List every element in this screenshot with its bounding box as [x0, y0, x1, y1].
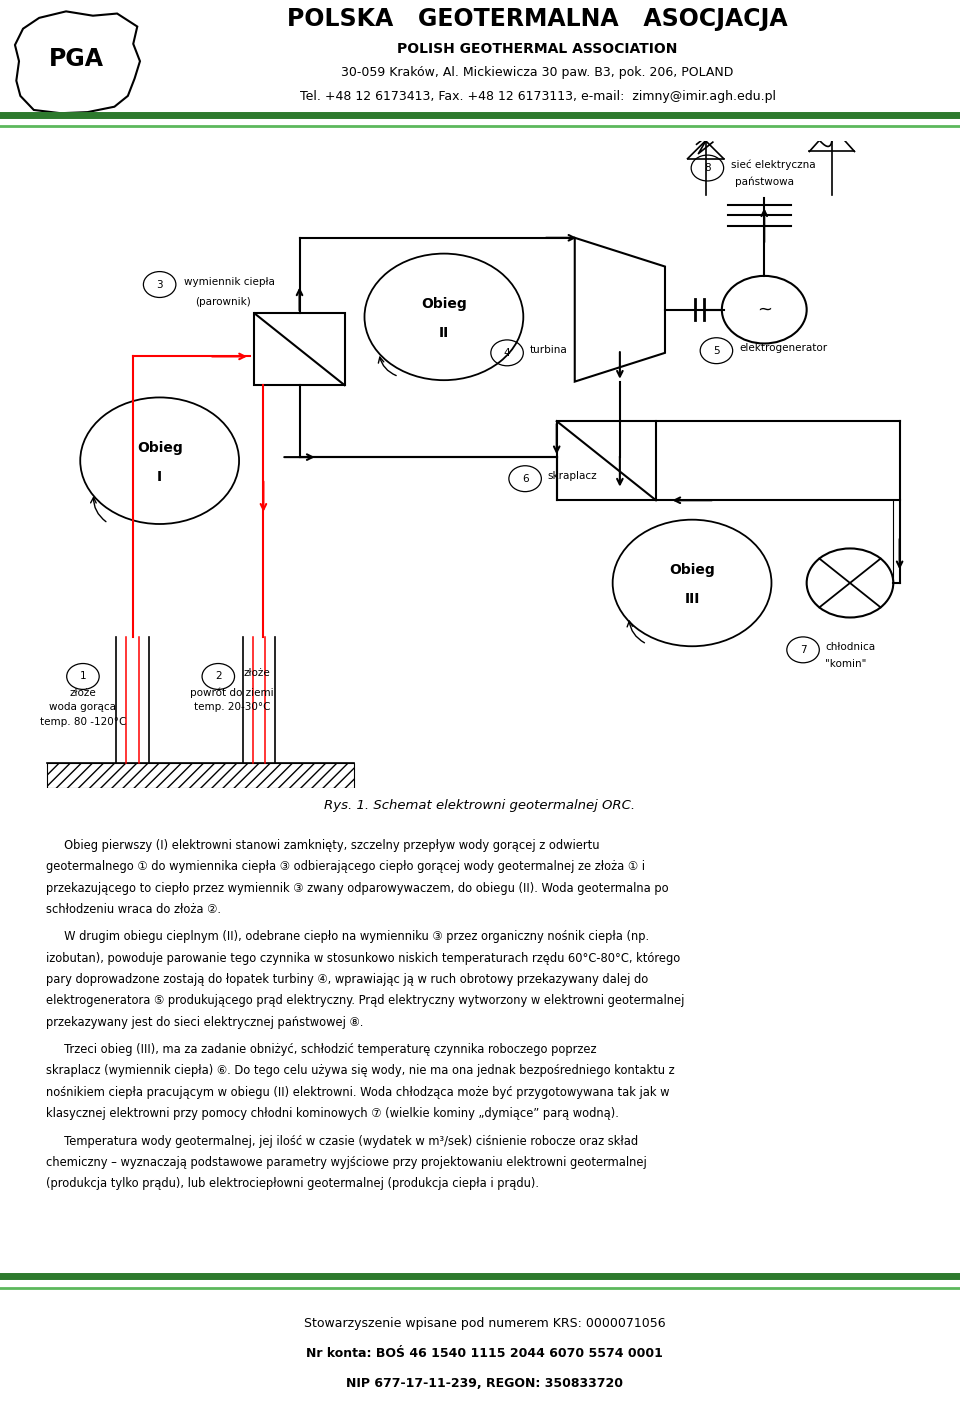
- Text: sieć elektryczna: sieć elektryczna: [731, 159, 815, 170]
- Text: 6: 6: [522, 474, 528, 484]
- Text: 2: 2: [215, 671, 222, 681]
- Text: elektrogenerator: elektrogenerator: [739, 343, 828, 353]
- Text: NIP 677-17-11-239, REGON: 350833720: NIP 677-17-11-239, REGON: 350833720: [347, 1377, 623, 1390]
- Text: 30-059 Kraków, Al. Mickiewicza 30 paw. B3, pok. 206, POLAND: 30-059 Kraków, Al. Mickiewicza 30 paw. B…: [342, 66, 733, 79]
- Bar: [254, 314, 345, 386]
- Text: temp. 80 -120°C: temp. 80 -120°C: [39, 716, 126, 726]
- Text: klasycznej elektrowni przy pomocy chłodni kominowych ⑦ (wielkie kominy „dymiące”: klasycznej elektrowni przy pomocy chłodn…: [46, 1107, 619, 1120]
- Text: Trzeci obieg (III), ma za zadanie obniżyć, schłodzić temperaturę czynnika robocz: Trzeci obieg (III), ma za zadanie obniży…: [46, 1043, 596, 1057]
- Text: Obieg pierwszy (I) elektrowni stanowi zamknięty, szczelny przepływ wody gorącej : Obieg pierwszy (I) elektrowni stanowi za…: [46, 839, 600, 853]
- Text: turbina: turbina: [530, 345, 567, 355]
- Text: "komin": "komin": [825, 658, 866, 670]
- Text: wymiennik ciepła: wymiennik ciepła: [184, 277, 275, 287]
- Text: III: III: [684, 592, 700, 606]
- Text: chłodnica: chłodnica: [826, 642, 876, 651]
- Text: schłodzeniu wraca do złoża ②.: schłodzeniu wraca do złoża ②.: [46, 903, 221, 916]
- Text: temp. 20-30°C: temp. 20-30°C: [194, 702, 270, 712]
- Text: przekazującego to ciepło przez wymiennik ③ zwany odparowywaczem, do obiegu (II).: przekazującego to ciepło przez wymiennik…: [46, 882, 669, 895]
- Text: 1: 1: [80, 671, 86, 681]
- Text: elektrogeneratora ⑤ produkującego prąd elektryczny. Prąd elektryczny wytworzony : elektrogeneratora ⑤ produkującego prąd e…: [46, 995, 684, 1007]
- Text: Nr konta: BOŚ 46 1540 1115 2044 6070 5574 0001: Nr konta: BOŚ 46 1540 1115 2044 6070 557…: [306, 1346, 663, 1361]
- Text: 8: 8: [704, 163, 710, 173]
- Text: PGA: PGA: [49, 46, 105, 70]
- Text: państwowa: państwowa: [734, 177, 794, 187]
- Text: skraplacz (wymiennik ciepła) ⑥. Do tego celu używa się wody, nie ma ona jednak b: skraplacz (wymiennik ciepła) ⑥. Do tego …: [46, 1065, 675, 1078]
- Text: ~: ~: [756, 301, 772, 319]
- Text: W drugim obiegu cieplnym (II), odebrane ciepło na wymienniku ③ przez organiczny : W drugim obiegu cieplnym (II), odebrane …: [46, 930, 649, 944]
- Text: nośnikiem ciepła pracującym w obiegu (II) elektrowni. Woda chłodząca może być pr: nośnikiem ciepła pracującym w obiegu (II…: [46, 1086, 669, 1099]
- Text: przekazywany jest do sieci elektrycznej państwowej ⑧.: przekazywany jest do sieci elektrycznej …: [46, 1016, 364, 1029]
- Text: (parownik): (parownik): [195, 297, 251, 307]
- Text: (produkcja tylko prądu), lub elektrociepłowni geotermalnej (produkcja ciepła i p: (produkcja tylko prądu), lub elektrociep…: [46, 1178, 540, 1190]
- Bar: [557, 421, 656, 501]
- Text: złoże: złoże: [244, 668, 271, 678]
- Text: 7: 7: [800, 644, 806, 654]
- Text: pary doprowadzone zostają do łopatek turbiny ④, wprawiając ją w ruch obrotowy pr: pary doprowadzone zostają do łopatek tur…: [46, 974, 648, 986]
- Text: Obieg: Obieg: [136, 440, 182, 454]
- Text: geotermalnego ① do wymiennika ciepła ③ odbierającego ciepło gorącej wody geoterm: geotermalnego ① do wymiennika ciepła ③ o…: [46, 860, 645, 874]
- Text: 5: 5: [713, 346, 720, 356]
- Text: Tel. +48 12 6173413, Fax. +48 12 6173113, e-mail:  zimny@imir.agh.edu.pl: Tel. +48 12 6173413, Fax. +48 12 6173113…: [300, 90, 776, 103]
- Text: 3: 3: [156, 280, 163, 290]
- Text: Obieg: Obieg: [669, 563, 715, 577]
- Text: złoże: złoże: [69, 688, 96, 698]
- Text: woda gorąca: woda gorąca: [50, 702, 116, 712]
- Polygon shape: [15, 11, 140, 113]
- Text: Temperatura wody geotermalnej, jej ilość w czasie (wydatek w m³/sek) ciśnienie r: Temperatura wody geotermalnej, jej ilość…: [46, 1134, 638, 1148]
- Text: 4: 4: [504, 348, 511, 357]
- Polygon shape: [575, 238, 665, 381]
- Text: Rys. 1. Schemat elektrowni geotermalnej ORC.: Rys. 1. Schemat elektrowni geotermalnej …: [324, 799, 636, 812]
- Text: Stowarzyszenie wpisane pod numerem KRS: 0000071056: Stowarzyszenie wpisane pod numerem KRS: …: [304, 1317, 665, 1330]
- Text: Obieg: Obieg: [421, 297, 467, 311]
- Text: II: II: [439, 325, 449, 339]
- Text: POLISH GEOTHERMAL ASSOCIATION: POLISH GEOTHERMAL ASSOCIATION: [397, 42, 678, 56]
- Text: skraplacz: skraplacz: [547, 471, 597, 481]
- Text: powrót do ziemi: powrót do ziemi: [190, 688, 274, 698]
- Text: chemiczny – wyznaczają podstawowe parametry wyjściowe przy projektowaniu elektro: chemiczny – wyznaczają podstawowe parame…: [46, 1157, 647, 1169]
- Text: POLSKA   GEOTERMALNA   ASOCJACJA: POLSKA GEOTERMALNA ASOCJACJA: [287, 7, 788, 31]
- Text: I: I: [157, 470, 162, 484]
- Text: izobutan), powoduje parowanie tego czynnika w stosunkowo niskich temperaturach r: izobutan), powoduje parowanie tego czynn…: [46, 951, 681, 965]
